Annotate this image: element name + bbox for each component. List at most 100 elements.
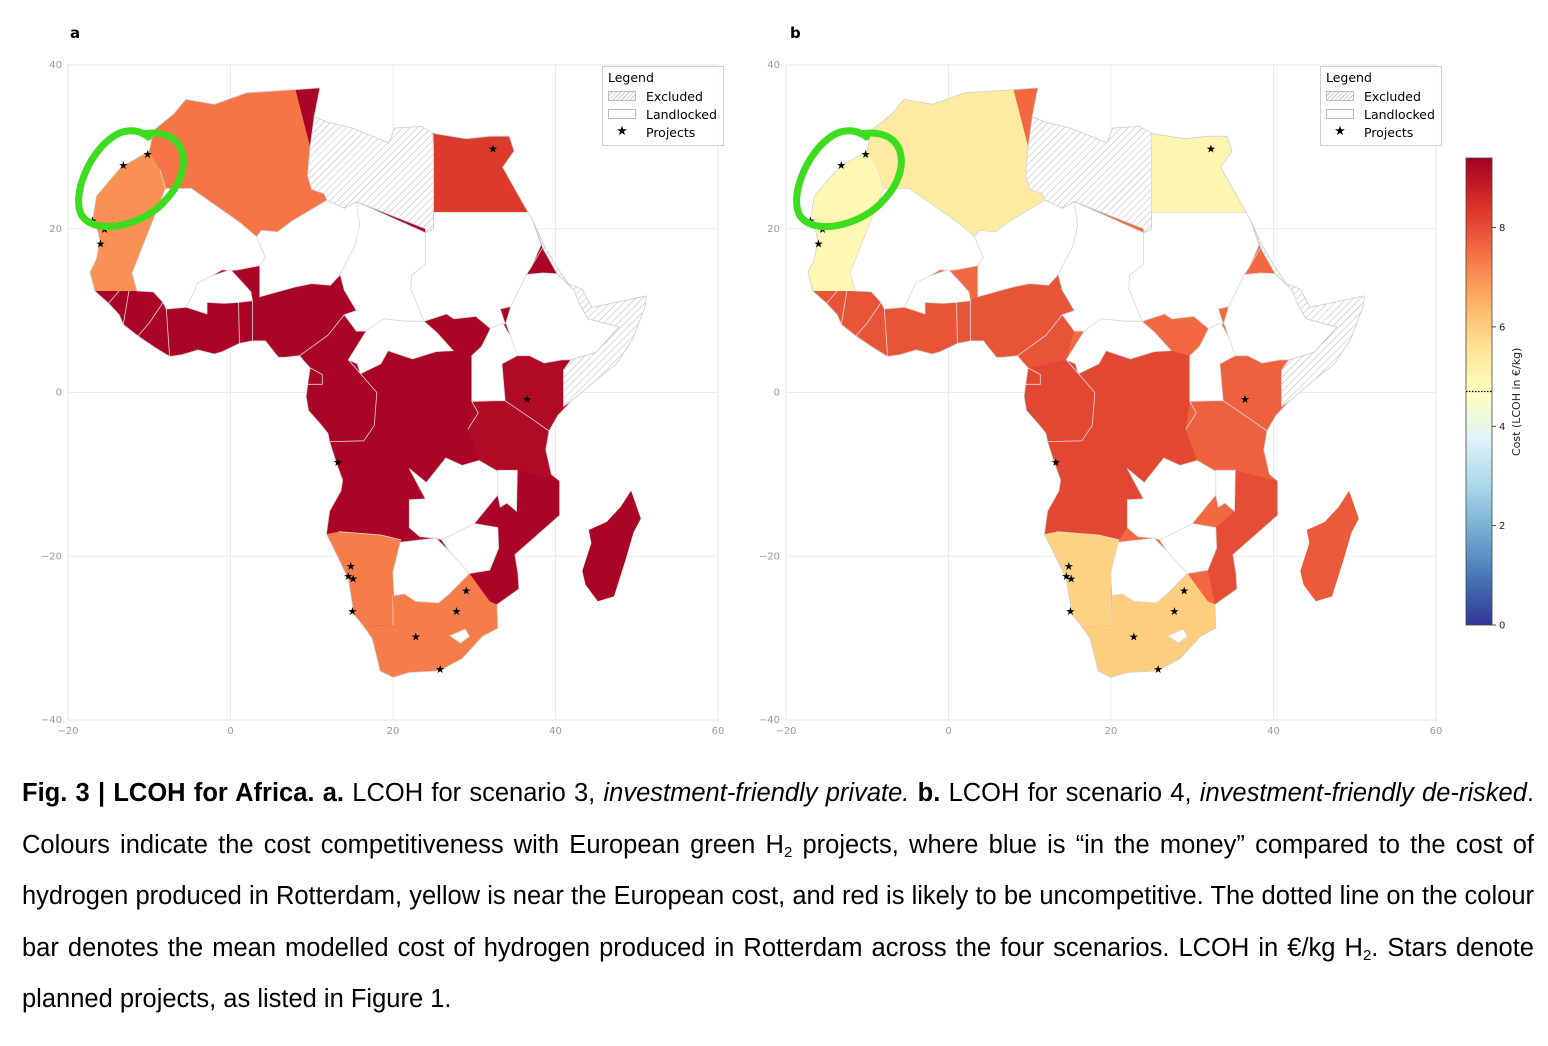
country-border bbox=[1141, 313, 1165, 322]
country-border bbox=[238, 302, 240, 344]
africa-landmass bbox=[807, 87, 1365, 678]
caption-fig-title: Fig. 3 | LCOH for Africa. bbox=[22, 779, 315, 807]
y-tick-label: 0 bbox=[56, 388, 62, 399]
y-tick-label: −20 bbox=[41, 551, 62, 562]
landlocked-region bbox=[497, 469, 518, 513]
y-tick-label: 0 bbox=[774, 388, 780, 399]
legend-title: Legend bbox=[608, 70, 654, 85]
landlocked-region bbox=[1110, 537, 1188, 604]
x-tick-label: 40 bbox=[1267, 726, 1280, 737]
highlight-annotation bbox=[75, 127, 187, 231]
y-tick-label: −40 bbox=[41, 715, 62, 726]
landlocked-region bbox=[347, 318, 454, 375]
country-border bbox=[1291, 290, 1298, 304]
madagascar bbox=[1300, 490, 1359, 602]
panel-label-b: b bbox=[790, 24, 801, 42]
country-border bbox=[849, 272, 856, 292]
legend-item-projects: ★ Projects bbox=[608, 123, 717, 141]
x-tick-label: 20 bbox=[387, 726, 400, 737]
colorbar-tick-label: 0 bbox=[1499, 621, 1505, 632]
landlocked-region bbox=[441, 523, 500, 574]
country-border bbox=[877, 168, 984, 258]
lcoh-region bbox=[1024, 350, 1198, 540]
project-star-icon: ★ bbox=[1065, 606, 1075, 618]
caption-b-label: b. bbox=[917, 779, 941, 807]
caption-a-text: LCOH for scenario 3, bbox=[352, 779, 596, 807]
landlocked-region bbox=[392, 537, 470, 604]
axes-frame bbox=[785, 64, 1437, 721]
lcoh-region bbox=[432, 131, 531, 213]
country-border bbox=[855, 302, 882, 337]
project-star-icon: ★ bbox=[1240, 394, 1250, 406]
landlocked-region bbox=[1159, 523, 1218, 574]
africa-landmass bbox=[89, 87, 647, 678]
lcoh-region bbox=[1185, 355, 1282, 481]
project-star-icon: ★ bbox=[333, 457, 343, 469]
y-tick-label: −40 bbox=[759, 715, 780, 726]
country-border bbox=[1243, 244, 1263, 275]
landlocked-region bbox=[1065, 318, 1172, 375]
country-border bbox=[1185, 401, 1197, 430]
lcoh-region bbox=[326, 531, 402, 627]
project-star-icon: ★ bbox=[1064, 561, 1074, 573]
legend-label: Projects bbox=[646, 124, 696, 140]
x-tick-label: 60 bbox=[712, 726, 725, 737]
project-star-icon: ★ bbox=[836, 160, 846, 172]
country-border bbox=[338, 531, 402, 541]
highlight-annotation bbox=[793, 127, 905, 231]
project-star-icon: ★ bbox=[343, 571, 353, 583]
project-star-icon: ★ bbox=[346, 561, 356, 573]
legend-label: Landlocked bbox=[646, 106, 717, 122]
y-tick-label: 20 bbox=[49, 224, 62, 235]
colorbar-tick-label: 8 bbox=[1499, 223, 1505, 234]
blank-swatch bbox=[1326, 109, 1354, 119]
country-border bbox=[1056, 531, 1120, 541]
lcoh-region bbox=[467, 355, 564, 481]
lcoh-region bbox=[94, 274, 357, 397]
x-tick-label: 60 bbox=[1430, 726, 1443, 737]
colorbar-tick-label: 2 bbox=[1499, 521, 1505, 532]
legend-a: Legend Excluded Landlocked ★ Projects bbox=[602, 66, 724, 146]
legend-label: Landlocked bbox=[1364, 106, 1435, 122]
legend-label: Excluded bbox=[646, 88, 703, 104]
country-border bbox=[165, 308, 170, 357]
blank-swatch bbox=[608, 109, 636, 119]
x-tick-label: 0 bbox=[227, 726, 233, 737]
project-star-icon: ★ bbox=[143, 149, 153, 161]
landlocked-region bbox=[1167, 628, 1188, 644]
country-border bbox=[307, 146, 328, 201]
legend-item-excluded: Excluded bbox=[608, 87, 717, 105]
x-tick-label: −20 bbox=[775, 726, 796, 737]
country-border bbox=[432, 131, 435, 213]
country-border bbox=[159, 168, 266, 258]
project-star-icon: ★ bbox=[488, 144, 498, 156]
landlocked-region bbox=[186, 269, 253, 315]
country-border bbox=[131, 272, 138, 292]
project-star-icon: ★ bbox=[814, 238, 824, 250]
x-tick-label: 40 bbox=[549, 726, 562, 737]
country-border bbox=[1025, 146, 1046, 201]
country-border bbox=[826, 290, 838, 304]
caption-a-label: a. bbox=[322, 779, 345, 807]
legend-item-excluded: Excluded bbox=[1326, 87, 1435, 105]
country-border bbox=[1047, 359, 1096, 442]
project-star-icon: ★ bbox=[1066, 573, 1076, 585]
project-star-icon: ★ bbox=[348, 573, 358, 585]
project-star-icon: ★ bbox=[1129, 631, 1139, 643]
country-border bbox=[525, 244, 545, 275]
project-star-icon: ★ bbox=[411, 631, 421, 643]
country-border bbox=[1024, 367, 1041, 385]
y-tick-label: −20 bbox=[759, 551, 780, 562]
lcoh-region bbox=[1150, 131, 1249, 213]
project-star-icon: ★ bbox=[96, 238, 106, 250]
legend-label: Projects bbox=[1364, 124, 1414, 140]
caption-b-text: LCOH for scenario 4, bbox=[948, 779, 1192, 807]
colorbar-label: Cost (LCOH in €/kg) bbox=[1510, 347, 1523, 456]
x-tick-label: −20 bbox=[57, 726, 78, 737]
caption-subscript: 2 bbox=[1362, 946, 1372, 964]
legend-item-landlocked: Landlocked bbox=[1326, 105, 1435, 123]
hatch-swatch bbox=[608, 91, 636, 101]
country-border bbox=[1017, 314, 1063, 357]
